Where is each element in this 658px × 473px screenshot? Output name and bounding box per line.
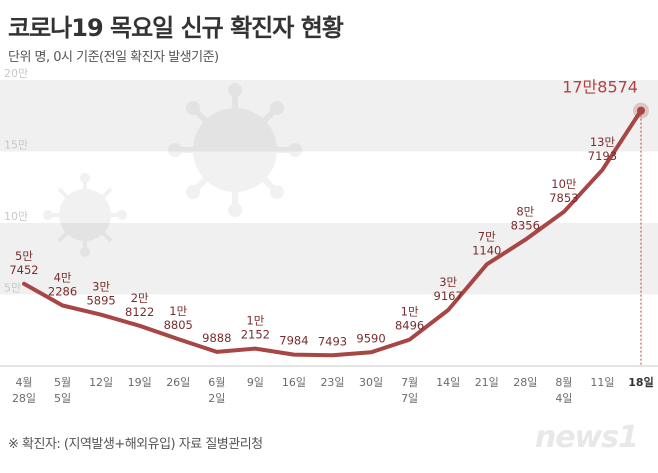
x-tick-label: 5일 [54, 391, 71, 405]
y-tick-label: 20만 [4, 67, 28, 80]
data-label: 10만 [551, 177, 577, 191]
grid-band-1 [0, 80, 658, 152]
chart-title: 코로나19 목요일 신규 확진자 현황 [8, 14, 344, 42]
data-label: 8805 [164, 318, 193, 332]
data-label: 7452 [9, 263, 38, 277]
data-label: 5만 [15, 249, 33, 263]
data-label: 9590 [356, 331, 385, 345]
data-label: 3만 [92, 280, 110, 294]
x-tick-label: 26일 [166, 375, 190, 389]
virus-icon-large [168, 83, 302, 217]
y-tick-label: 10만 [4, 210, 28, 223]
data-label: 2286 [48, 285, 77, 299]
y-tick-label: 15만 [4, 139, 28, 152]
data-label: 8356 [511, 219, 540, 233]
x-tick-label: 21일 [475, 375, 499, 389]
y-tick-label: 5만 [4, 282, 21, 295]
x-tick-label: 9일 [247, 375, 264, 389]
data-label: 1만 [401, 305, 419, 319]
x-tick-label: 8월 [555, 376, 572, 389]
x-tick-label: 30일 [359, 375, 383, 389]
data-label: 1140 [472, 243, 501, 257]
x-tick-label: 2일 [208, 391, 225, 405]
data-label: 13만 [590, 135, 616, 149]
data-label: 2만 [131, 291, 149, 305]
data-label: 9888 [202, 331, 231, 345]
grid-bands [0, 80, 658, 295]
news1-logo: news1 [534, 420, 639, 455]
x-tick-label: 23일 [320, 375, 344, 389]
data-label: 7853 [549, 191, 578, 205]
data-label: 3만 [439, 275, 457, 289]
virus-illustration [43, 83, 302, 257]
footnote: ※ 확진자: (지역발생+해외유입) 자료 질병관리청 [8, 437, 263, 452]
data-label: 4만 [54, 271, 72, 285]
x-tick-label: 28일 [513, 375, 537, 389]
data-label: 8496 [395, 319, 424, 333]
virus-icon-small [43, 173, 127, 257]
data-label: 1만 [169, 304, 187, 318]
data-label: 7984 [279, 334, 308, 348]
data-label: 7193 [588, 149, 617, 163]
x-tick-label: 4일 [555, 391, 572, 405]
x-tick-label: 7일 [401, 391, 418, 405]
chart-subtitle: 단위 명, 0시 기준(전일 확진자 발생기준) [8, 50, 219, 65]
data-label: 9167 [434, 289, 463, 303]
data-label: 5895 [86, 294, 115, 308]
x-tick-label: 12일 [89, 375, 113, 389]
data-label: 8만 [516, 205, 534, 219]
data-label: 8122 [125, 305, 154, 319]
x-tick-label: 14일 [436, 375, 460, 389]
x-tick-label: 16일 [282, 375, 306, 389]
x-tick-label: 4월 [15, 376, 32, 389]
data-label: 2152 [241, 328, 270, 342]
y-axis-ticks: 5만 10만 15만 20만 [4, 67, 28, 295]
x-tick-label: 7월 [401, 376, 418, 389]
x-tick-label: 5월 [54, 376, 71, 389]
data-label: 17만8574 [562, 78, 638, 97]
x-tick-label: 19일 [128, 375, 152, 389]
x-tick-label: 18일 [628, 375, 653, 389]
data-label: 1만 [246, 314, 264, 328]
data-point-latest [637, 106, 645, 115]
x-tick-label: 28일 [12, 391, 36, 405]
x-tick-label: 6월 [208, 376, 225, 389]
series-line [22, 108, 643, 358]
data-label: 7493 [318, 334, 347, 348]
data-label: 7만 [478, 229, 496, 243]
x-tick-label: 11일 [590, 375, 614, 389]
grid-band-2 [0, 223, 658, 295]
